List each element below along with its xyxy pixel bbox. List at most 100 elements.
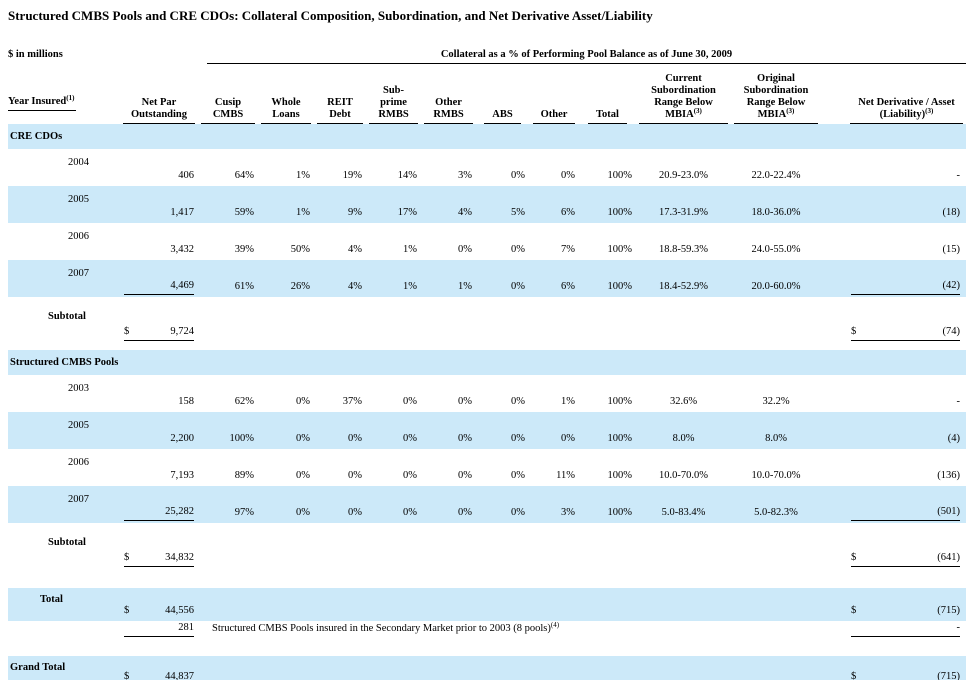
total-cell: 100%	[579, 260, 636, 297]
other-rmbs-cell: 4%	[421, 186, 476, 223]
col-year-insured: Year Insured(1)	[8, 64, 120, 124]
subprime-cell: 0%	[403, 396, 417, 407]
year-label: 2007	[8, 486, 120, 523]
net-derivative-cell: (18)	[821, 186, 966, 223]
net-par-cell: 406	[178, 170, 194, 181]
secondary-market-row: 281 Structured CMBS Pools insured in the…	[8, 621, 966, 643]
total-cell: 100%	[579, 412, 636, 449]
other-rmbs-cell: 0%	[421, 486, 476, 523]
spacer-row	[8, 643, 966, 656]
other-cell: 1%	[561, 396, 575, 407]
abs-cell: 5%	[476, 186, 529, 223]
col-net-par: Net Par Outstanding	[120, 64, 198, 124]
units-label: $ in millions	[8, 49, 63, 60]
collateral-spanner-header: Collateral as a % of Performing Pool Bal…	[207, 49, 966, 64]
total-cell: 100%	[579, 186, 636, 223]
year-label: 2005	[8, 412, 120, 449]
other-rmbs-cell: 0%	[458, 396, 472, 407]
reit-cell: 37%	[342, 396, 362, 407]
table-row: 2007 4,469 61% 26% 4% 1% 1% 0% 6% 100% 1…	[8, 260, 966, 297]
net-par-cell: 7,193	[170, 470, 194, 481]
cusip-cell: 64%	[234, 170, 254, 181]
net-par-cell: 1,417	[120, 186, 198, 223]
original-sub-cell: 22.0-22.4%	[751, 170, 801, 181]
current-sub-cell: 18.8-59.3%	[659, 244, 708, 255]
col-whole-loans: Whole Loans	[258, 64, 314, 124]
subtotal-row-structured-cmbs: Subtotal $34,832 $ (641)	[8, 523, 966, 576]
col-subprime-rmbs: Sub- prime RMBS	[366, 64, 421, 124]
subtotal-net-par: $9,724	[120, 297, 198, 350]
other-rmbs-cell: 3%	[458, 170, 472, 181]
other-rmbs-cell: 0%	[421, 412, 476, 449]
collateral-table: Year Insured(1) Net Par Outstanding Cusi…	[8, 64, 966, 680]
reit-cell: 9%	[314, 186, 366, 223]
grand-total-net-derivative: $ (715)	[821, 656, 966, 680]
current-sub-cell: 18.4-52.9%	[636, 260, 731, 297]
abs-cell: 0%	[511, 170, 525, 181]
cusip-cell: 89%	[234, 470, 254, 481]
original-sub-cell: 32.2%	[762, 396, 790, 407]
total-label: Total	[8, 588, 120, 621]
subprime-cell: 17%	[366, 186, 421, 223]
table-row: 2005 1,417 59% 1% 9% 17% 4% 5% 6% 100% 1…	[8, 186, 966, 223]
year-label: 2005	[8, 186, 120, 223]
section-header-structured-cmbs: Structured CMBS Pools	[8, 350, 966, 375]
subtotal-net-par: $34,832	[120, 523, 198, 576]
table-row: 2003 158 62% 0% 37% 0% 0% 0% 1% 100% 32.…	[8, 375, 966, 412]
dollar-sign: $	[851, 671, 857, 680]
dollar-sign: $	[851, 326, 857, 337]
other-cell: 0%	[561, 170, 575, 181]
col-reit-debt: REIT Debt	[314, 64, 366, 124]
table-row: 2004 406 64% 1% 19% 14% 3% 0% 0% 100% 20…	[8, 149, 966, 186]
col-current-subordination: Current Subordination Range Below MBIA(3…	[636, 64, 731, 124]
grand-total-row: Grand Total $44,837 $ (715)	[8, 656, 966, 680]
cusip-cell: 100%	[198, 412, 258, 449]
other-cell: 7%	[561, 244, 575, 255]
secondary-net-par: 281	[120, 621, 198, 643]
original-sub-cell: 8.0%	[731, 412, 821, 449]
reit-cell: 19%	[342, 170, 362, 181]
net-par-cell: 3,432	[170, 244, 194, 255]
original-sub-cell: 20.0-60.0%	[731, 260, 821, 297]
whole-loans-cell: 1%	[296, 170, 310, 181]
reit-cell: 0%	[348, 470, 362, 481]
other-cell: 11%	[556, 470, 575, 481]
other-rmbs-cell: 0%	[458, 244, 472, 255]
cusip-cell: 97%	[198, 486, 258, 523]
footnote-ref-1: (1)	[66, 94, 75, 102]
current-sub-cell: 32.6%	[669, 396, 698, 407]
other-cell: 6%	[529, 186, 579, 223]
other-rmbs-cell: 0%	[458, 470, 472, 481]
subtotal-row-cre-cdos: Subtotal $9,724 $ (74)	[8, 297, 966, 350]
column-header-row: Year Insured(1) Net Par Outstanding Cusi…	[8, 64, 966, 124]
dollar-sign: $	[124, 605, 130, 616]
abs-cell: 0%	[476, 412, 529, 449]
col-other-rmbs: Other RMBS	[421, 64, 476, 124]
abs-cell: 0%	[511, 396, 525, 407]
net-par-cell: 2,200	[120, 412, 198, 449]
other-rmbs-cell: 1%	[421, 260, 476, 297]
grand-total-label: Grand Total	[8, 656, 120, 680]
current-sub-cell: 5.0-83.4%	[636, 486, 731, 523]
whole-loans-cell: 0%	[258, 486, 314, 523]
cusip-cell: 59%	[198, 186, 258, 223]
table-row: 2006 7,193 89% 0% 0% 0% 0% 0% 11% 100% 1…	[8, 449, 966, 486]
whole-loans-cell: 0%	[296, 470, 310, 481]
col-cusip-cmbs: Cusip CMBS	[198, 64, 258, 124]
section-header-cre-cdos: CRE CDOs	[8, 124, 966, 149]
page-title: Structured CMBS Pools and CRE CDOs: Coll…	[8, 8, 653, 23]
secondary-market-note: Structured CMBS Pools insured in the Sec…	[212, 621, 560, 635]
current-sub-cell: 17.3-31.9%	[636, 186, 731, 223]
col-original-subordination: Original Subordination Range Below MBIA(…	[731, 64, 821, 124]
cusip-cell: 61%	[198, 260, 258, 297]
table-row: 2005 2,200 100% 0% 0% 0% 0% 0% 0% 100% 8…	[8, 412, 966, 449]
total-row: Total $44,556 $ (715)	[8, 588, 966, 621]
subprime-cell: 1%	[403, 244, 417, 255]
spacer-row	[8, 576, 966, 588]
section-title: CRE CDOs	[8, 124, 966, 149]
current-sub-cell: 10.0-70.0%	[659, 470, 708, 481]
dollar-sign: $	[124, 326, 130, 337]
secondary-net-derivative: -	[821, 621, 966, 643]
abs-cell: 0%	[476, 486, 529, 523]
